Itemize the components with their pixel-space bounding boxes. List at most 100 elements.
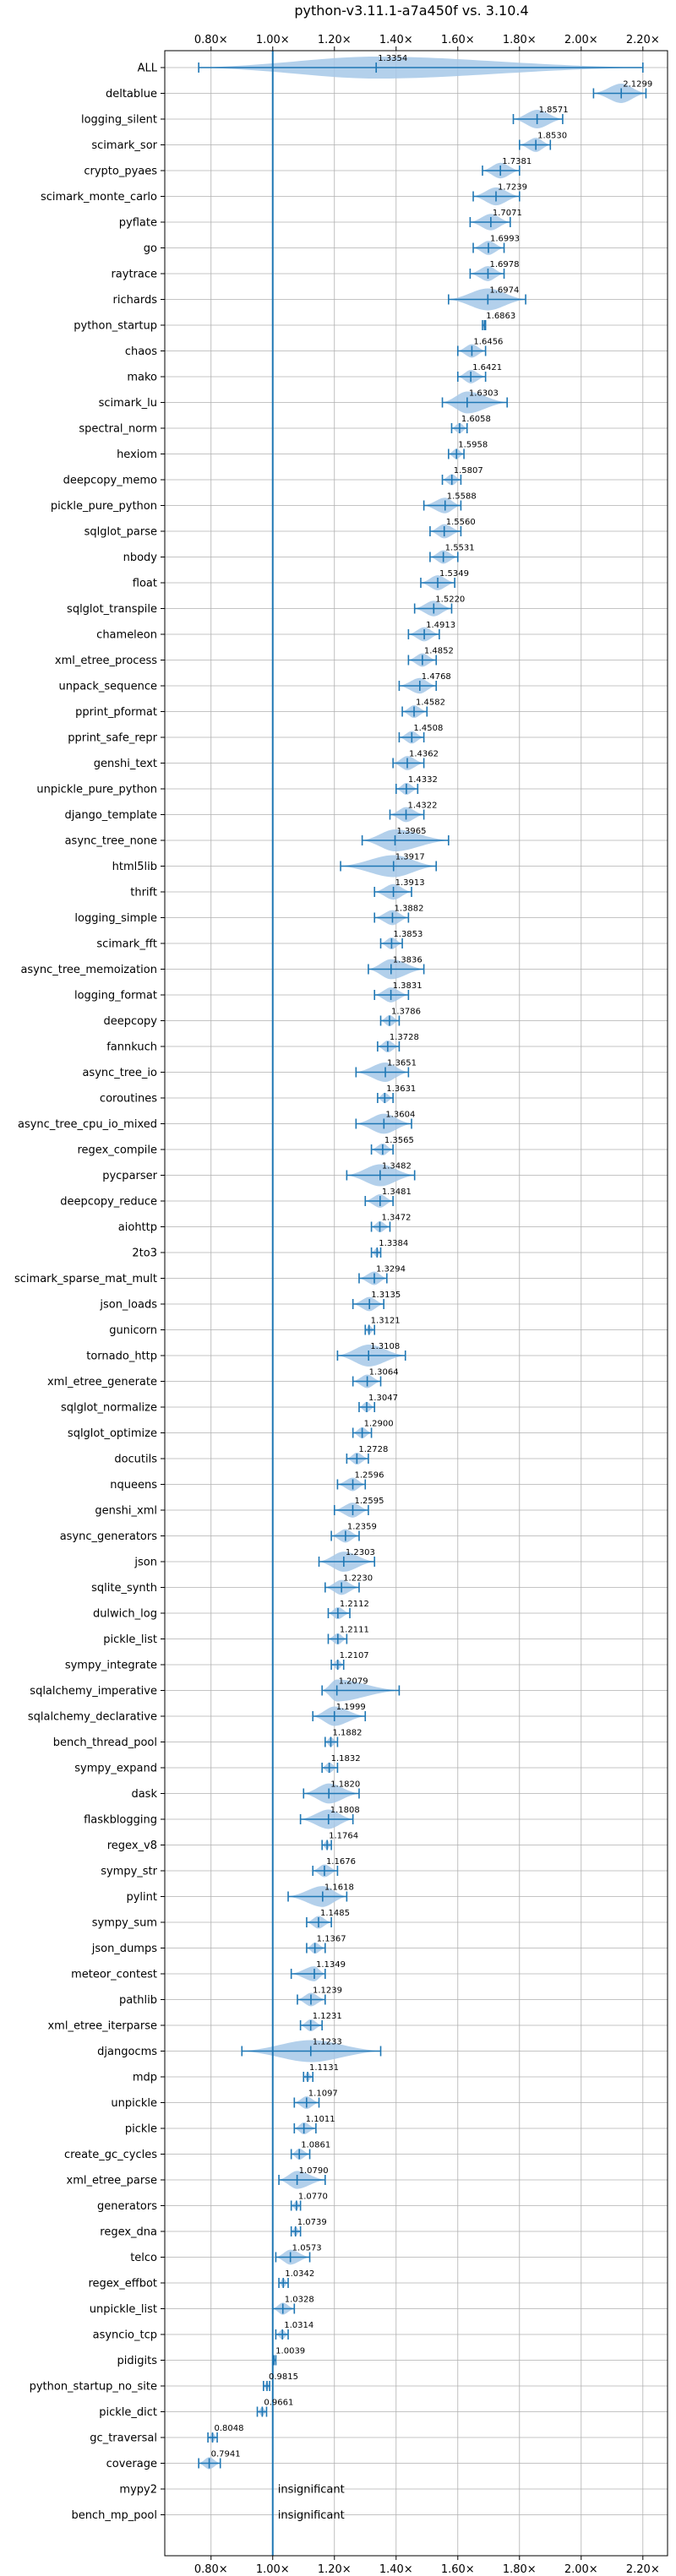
benchmark-label: fannkuch — [106, 1041, 157, 1054]
benchmark-label: nbody — [123, 552, 158, 564]
median-value-label: 1.3354 — [378, 54, 407, 63]
median-value-label: 1.0739 — [297, 2218, 327, 2227]
benchmark-label: chaos — [125, 345, 157, 358]
median-value-label: 1.0039 — [275, 2347, 305, 2356]
benchmark-label: xml_etree_generate — [47, 1376, 157, 1389]
median-value-label: 1.2595 — [354, 1497, 384, 1506]
benchmark-label: sympy_expand — [74, 1763, 157, 1775]
median-value-label: 1.8571 — [539, 106, 569, 115]
median-value-label: 1.3786 — [391, 1008, 421, 1017]
median-value-label: 1.3882 — [394, 905, 423, 914]
benchmark-label: telco — [130, 2252, 157, 2264]
benchmark-label: deepcopy_memo — [63, 475, 157, 487]
plot-frame — [164, 50, 668, 2557]
median-value-label: 1.1349 — [316, 1960, 346, 1970]
benchmark-label: gc_traversal — [90, 2432, 157, 2445]
benchmark-label: deepcopy — [103, 1015, 157, 1028]
x-tick-label-top: 1.80× — [503, 34, 537, 46]
benchmark-label: pylint — [126, 1891, 157, 1904]
median-value-label: 1.5349 — [439, 569, 469, 579]
chart-title: python-v3.11.1-a7a450f vs. 3.10.4 — [294, 3, 528, 19]
median-value-label: 1.1676 — [326, 1857, 356, 1867]
median-value-label: 1.3384 — [379, 1239, 408, 1248]
median-value-label: 1.8530 — [537, 132, 567, 141]
median-value-label: 1.2596 — [355, 1471, 384, 1481]
benchmark-label: 2to3 — [132, 1247, 157, 1260]
median-value-label: 1.4332 — [408, 775, 438, 785]
benchmark-label: meteor_contest — [71, 1969, 157, 1981]
median-value-label: 1.3853 — [393, 930, 422, 939]
median-value-label: 1.1808 — [330, 1806, 360, 1815]
median-value-label: 1.1832 — [331, 1754, 361, 1764]
benchmark-label: json — [134, 1557, 157, 1569]
benchmark-label: pyflate — [119, 217, 157, 230]
benchmark-label: bench_thread_pool — [53, 1736, 157, 1749]
benchmark-label: richards — [113, 294, 158, 307]
median-value-label: 1.3482 — [382, 1162, 412, 1171]
median-value-label: 1.5588 — [447, 492, 477, 502]
benchmark-label: xml_etree_iterparse — [47, 2020, 157, 2033]
benchmark-label: pprint_safe_repr — [68, 732, 157, 745]
median-value-label: 1.0314 — [284, 2321, 313, 2330]
benchmark-label: mdp — [133, 2072, 157, 2084]
benchmark-label: async_generators — [60, 1530, 158, 1543]
median-value-label: 1.2107 — [340, 1651, 369, 1660]
axis-layer: 0.80× 0.80× 1.00× 1.00× 1.20× 1.20× 1.40× 1.40×… — [14, 34, 660, 2576]
median-value-label: 1.6058 — [461, 415, 491, 424]
benchmark-label: sqlite_synth — [91, 1582, 157, 1595]
benchmark-label: async_tree_none — [65, 835, 157, 848]
benchmark-label: logging_format — [74, 990, 157, 1003]
median-value-label: 1.3108 — [370, 1342, 400, 1351]
x-tick-label-top: 2.00× — [564, 34, 598, 46]
median-value-label: 1.2359 — [347, 1523, 377, 1532]
median-value-label: 1.4582 — [416, 698, 445, 708]
x-tick-label-bottom: 0.80× — [194, 2563, 228, 2576]
median-value-label: 1.3135 — [371, 1291, 401, 1300]
x-tick-label-bottom: 1.00× — [256, 2563, 290, 2576]
median-value-label: 1.3836 — [393, 956, 422, 965]
median-value-label: 1.6421 — [472, 363, 502, 372]
median-value-label: 1.0861 — [301, 2141, 330, 2150]
median-value-label: 0.7941 — [211, 2450, 241, 2459]
median-value-label: 1.3831 — [393, 981, 422, 991]
benchmark-label: django_template — [65, 809, 157, 822]
benchmark-label: pickle_pure_python — [51, 500, 157, 513]
benchmark-label: gunicorn — [109, 1324, 157, 1337]
benchmark-label: sqlglot_transpile — [67, 603, 157, 616]
median-value-label: 2.1299 — [623, 80, 652, 90]
benchmark-label: genshi_text — [94, 758, 157, 770]
median-value-label: 1.0790 — [299, 2166, 329, 2176]
insignificant-label: insignificant — [278, 2509, 345, 2522]
median-value-label: 1.3917 — [395, 853, 425, 862]
median-value-label: 1.2079 — [339, 1677, 368, 1687]
median-value-label: 1.2303 — [346, 1548, 375, 1557]
median-value-label: 1.3728 — [390, 1033, 419, 1042]
benchmark-label: asyncio_tcp — [93, 2329, 157, 2342]
benchmark-label: aiohttp — [118, 1221, 157, 1234]
median-value-label: 1.1764 — [329, 1832, 358, 1841]
median-value-label: 1.4362 — [409, 750, 439, 759]
benchmark-label: genshi_xml — [95, 1505, 157, 1518]
median-value-label: 1.1485 — [320, 1909, 350, 1918]
median-value-label: 1.5958 — [458, 441, 488, 450]
benchmark-label: spectral_norm — [79, 423, 157, 436]
median-value-label: 1.3913 — [395, 878, 425, 888]
benchmark-label: pickle — [125, 2123, 157, 2136]
median-value-label: 1.1097 — [308, 2090, 338, 2099]
benchmark-label: regex_dna — [100, 2226, 157, 2239]
benchmark-label: xml_etree_parse — [67, 2175, 157, 2187]
benchmark-label: docutils — [114, 1454, 157, 1466]
benchmark-label: hexiom — [117, 448, 157, 461]
median-value-label: 1.6456 — [473, 338, 503, 347]
median-value-label: 1.4852 — [424, 647, 454, 656]
median-value-label: 1.5560 — [446, 518, 476, 527]
median-value-label: 1.2112 — [340, 1600, 369, 1609]
median-value-label: 1.1231 — [313, 2012, 342, 2021]
benchmark-label: mako — [127, 372, 157, 384]
median-value-label: 1.4913 — [426, 621, 455, 630]
benchmark-label: regex_effbot — [88, 2278, 157, 2291]
benchmark-label: unpickle_list — [90, 2303, 157, 2316]
benchmark-label: logging_simple — [74, 912, 157, 925]
benchmark-label: pidigits — [117, 2355, 158, 2367]
